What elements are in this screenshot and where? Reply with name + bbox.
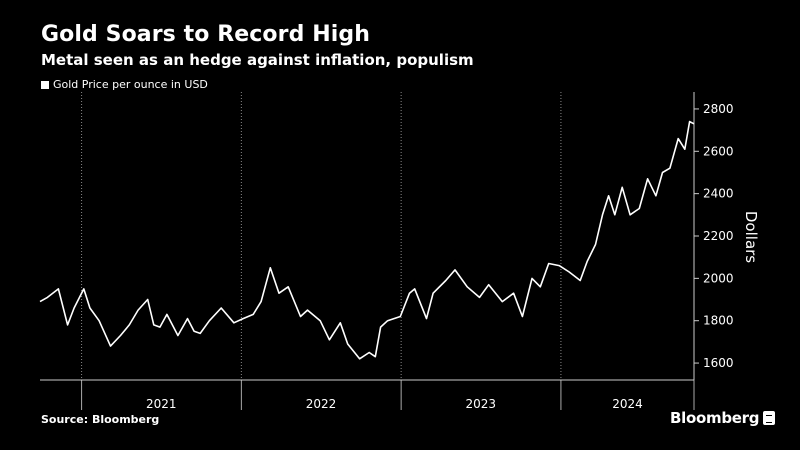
brand-logo: Bloomberg bbox=[670, 409, 776, 427]
tick-labels: 1600 1800 2000 2200 2400 2600 2800 2021 2022 2023… bbox=[146, 102, 734, 411]
y-tick-label: 1800 bbox=[703, 314, 734, 328]
y-tick-label: 2400 bbox=[703, 187, 734, 201]
gold-price-line bbox=[39, 120, 695, 360]
y-tick-label: 2600 bbox=[703, 144, 734, 158]
brand-name: Bloomberg bbox=[670, 409, 760, 427]
legend-label: Gold Price per ounce in USD bbox=[53, 78, 208, 91]
chart-subtitle: Metal seen as an hedge against inflation… bbox=[41, 51, 474, 69]
legend-swatch bbox=[41, 80, 49, 89]
series-layer bbox=[39, 120, 695, 360]
chart-legend: Gold Price per ounce in USD bbox=[41, 78, 208, 91]
y-tick-label: 2200 bbox=[703, 229, 734, 243]
source-note: Source: Bloomberg bbox=[41, 413, 160, 426]
y-axis-label: Dollars bbox=[742, 211, 760, 263]
y-tick-label: 1600 bbox=[703, 356, 734, 370]
y-tick-label: 2000 bbox=[703, 271, 734, 285]
axes bbox=[40, 92, 699, 410]
x-tick-label: 2021 bbox=[146, 397, 177, 411]
chart-title: Gold Soars to Record High bbox=[41, 22, 370, 47]
y-tick-label: 2800 bbox=[703, 102, 734, 116]
bloomberg-logo-icon bbox=[763, 411, 776, 425]
x-tick-label: 2023 bbox=[466, 397, 497, 411]
grid-lines bbox=[81, 92, 562, 380]
x-tick-label: 2024 bbox=[612, 397, 643, 411]
x-tick-label: 2022 bbox=[306, 397, 337, 411]
